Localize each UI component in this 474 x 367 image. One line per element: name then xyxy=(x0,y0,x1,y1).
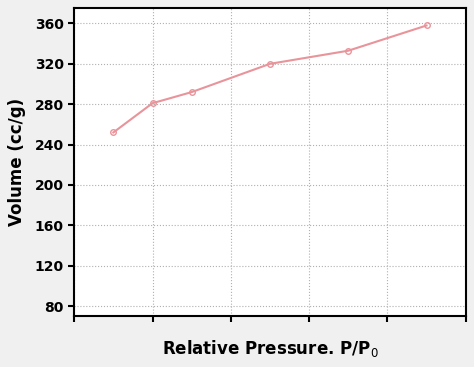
Y-axis label: Volume (cc/g): Volume (cc/g) xyxy=(9,98,27,226)
X-axis label: Relative Pressure. P/P$_0$: Relative Pressure. P/P$_0$ xyxy=(162,338,378,359)
